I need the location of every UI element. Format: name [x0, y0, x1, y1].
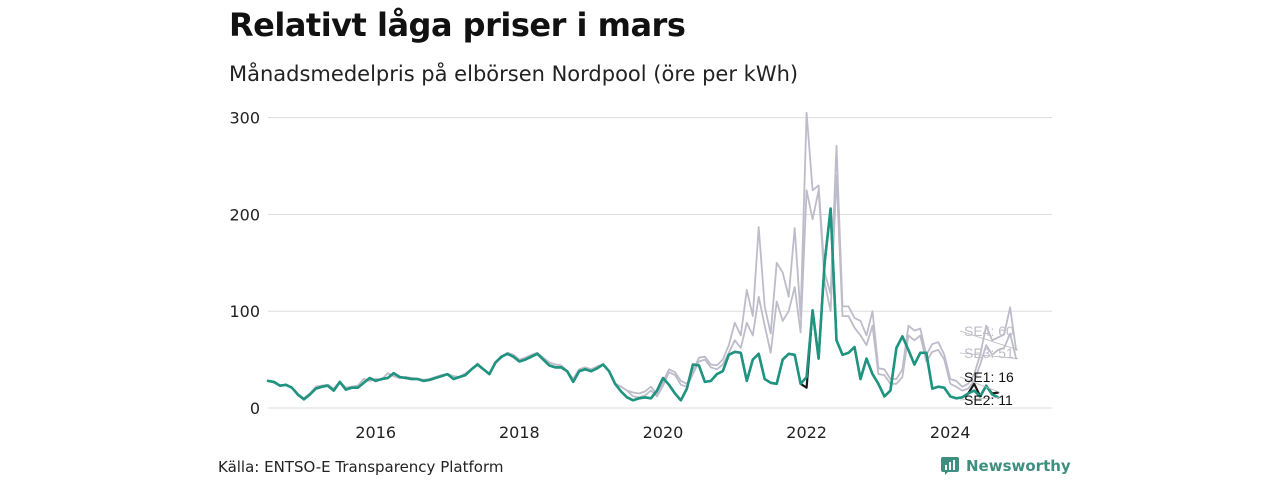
x-axis-ticks: 2016 2018 2020 2022 2024	[355, 423, 970, 442]
page-subtitle: Månadsmedelpris på elbörsen Nordpool (ör…	[229, 62, 799, 86]
end-label-se3: SE3: 51	[964, 345, 1014, 361]
source-note: Källa: ENTSO-E Transparency Platform	[218, 458, 504, 476]
page-title: Relativt låga priser i mars	[229, 6, 686, 44]
x-tick-label: 2022	[786, 423, 827, 442]
y-tick-label: 0	[250, 399, 260, 418]
y-axis-ticks: 0 100 200 300	[229, 109, 260, 418]
x-tick-label: 2024	[930, 423, 971, 442]
x-tick-label: 2018	[499, 423, 540, 442]
x-tick-label: 2016	[355, 423, 396, 442]
end-label-se4: SE4: 60	[964, 323, 1014, 339]
newsworthy-logo-icon	[941, 457, 959, 475]
series-line-se2	[266, 207, 1000, 402]
series-line-se1	[266, 207, 1000, 402]
grid-lines	[268, 117, 1052, 409]
series-lines	[266, 111, 1017, 402]
leader-line-se3	[959, 352, 1019, 360]
leader-line-se1	[959, 376, 1001, 393]
x-tick-label: 2020	[643, 423, 684, 442]
end-labels: SE4: 60 SE3: 51 SE1: 16 SE2: 11	[959, 323, 1019, 408]
end-label-se1: SE1: 16	[964, 369, 1014, 385]
leader-line-se2	[959, 396, 1001, 401]
brand-logo: Newsworthy	[940, 456, 1071, 476]
y-tick-label: 100	[229, 302, 260, 321]
y-tick-label: 200	[229, 205, 260, 224]
y-tick-label: 300	[229, 109, 260, 128]
end-label-se2: SE2: 11	[964, 392, 1013, 408]
series-line-se3	[267, 174, 1017, 400]
leader-line-se4	[959, 330, 1019, 351]
series-line-se4	[267, 111, 1017, 400]
brand-name: Newsworthy	[966, 457, 1071, 475]
